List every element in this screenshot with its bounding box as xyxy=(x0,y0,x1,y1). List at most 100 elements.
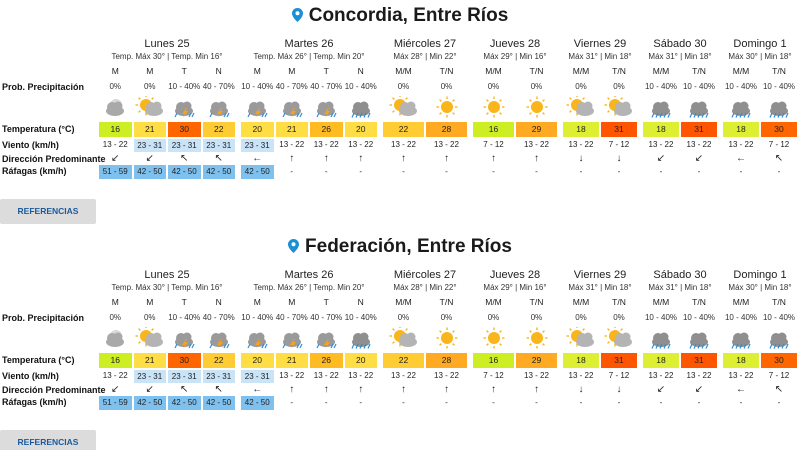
sun-icon xyxy=(479,96,509,118)
day-temp-range: Máx 29° | Min 16° xyxy=(483,52,547,61)
row-label-temp: Temperatura (°C) xyxy=(2,124,75,134)
period-label: T xyxy=(323,297,329,307)
precip-probability: 10 - 40% xyxy=(762,313,796,322)
period-label: M xyxy=(111,297,119,307)
wind-gust: - xyxy=(659,167,663,176)
cloud-sun-icon xyxy=(389,325,419,349)
wind-direction-arrow-icon: ← xyxy=(736,384,746,395)
day-column: Domingo 1 Máx 30° | Min 18° M/M 10 - 40% 18 1… xyxy=(720,231,800,450)
precip-probability: 0% xyxy=(530,82,543,91)
day-name: Lunes 25 xyxy=(144,38,190,50)
cloud-sun-icon xyxy=(604,94,634,118)
precip-probability: 40 - 70% xyxy=(310,82,343,91)
period-column: M 40 - 70% 21 13 - 22 ↑ - xyxy=(275,231,310,450)
precip-probability: 0% xyxy=(440,82,453,91)
period-label: M xyxy=(111,66,119,76)
day-temp-range: Temp. Máx 30° | Temp. Min 16° xyxy=(111,52,223,61)
wind-gust: - xyxy=(697,167,701,176)
period-column: T 40 - 70% 26 13 - 22 ↑ - xyxy=(309,231,344,450)
wind-speed: 23 - 31 xyxy=(241,370,274,383)
references-button[interactable]: REFERENCIAS xyxy=(0,199,96,224)
storm-icon xyxy=(204,96,234,118)
period-column: M/M 0% 22 13 - 22 ↑ - xyxy=(382,231,425,450)
temperature-cell: 22 xyxy=(202,122,235,137)
day-name: Sábado 30 xyxy=(653,269,707,281)
period-column: M 10 - 40% 20 23 - 31 ← 42 - 50 xyxy=(240,231,275,450)
storm-icon xyxy=(277,327,307,349)
temperature-cell: 29 xyxy=(516,122,557,137)
temperature-cell: 26 xyxy=(310,122,343,137)
precip-probability: 40 - 70% xyxy=(310,313,343,322)
wind-speed: 23 - 31 xyxy=(133,370,166,383)
period-label: T/N xyxy=(772,66,786,76)
wind-direction-arrow-icon: ↙ xyxy=(694,153,704,164)
row-label-wind: Viento (km/h) xyxy=(2,371,59,381)
wind-speed: 23 - 31 xyxy=(202,370,235,383)
period-label: M/M xyxy=(652,66,670,76)
day-name: Miércoles 27 xyxy=(393,269,457,281)
references-button[interactable]: REFERENCIAS xyxy=(0,430,96,450)
wind-speed: 13 - 22 xyxy=(279,140,305,149)
wind-speed: 13 - 22 xyxy=(348,140,374,149)
period-column: T/N 0% 28 13 - 22 ↑ - xyxy=(425,0,468,219)
precip-probability: 10 - 40% xyxy=(682,82,716,91)
precip-probability: 0% xyxy=(613,313,625,322)
day-column: Martes 26 Temp. Máx 26° | Temp. Min 20° M 1… xyxy=(238,231,380,450)
period-label: M/M xyxy=(732,297,750,307)
location-pin-icon xyxy=(288,239,300,253)
wind-direction-arrow-icon: ↙ xyxy=(111,384,120,395)
period-label: N xyxy=(357,297,364,307)
period-label: T/N xyxy=(612,297,626,307)
wind-speed: 13 - 22 xyxy=(524,371,549,380)
period-column: M/M 10 - 40% 18 13 - 22 ↙ - xyxy=(642,231,680,450)
wind-direction-arrow-icon: ↑ xyxy=(401,384,406,395)
day-temp-range: Máx 28° | Min 22° xyxy=(393,52,457,61)
period-column: T/N 0% 29 13 - 22 ↑ - xyxy=(515,231,558,450)
storm-icon xyxy=(204,327,234,349)
storm-icon xyxy=(311,327,341,349)
precip-probability: 10 - 40% xyxy=(682,313,716,322)
precip-probability: 0% xyxy=(487,82,500,91)
temperature-cell: 30 xyxy=(168,353,201,368)
wind-gust: - xyxy=(697,398,701,407)
storm-icon xyxy=(311,96,341,118)
period-label: M/M xyxy=(395,297,412,307)
wind-direction-arrow-icon: ↓ xyxy=(616,153,622,164)
temperature-cell: 20 xyxy=(344,122,377,137)
precip-probability: 0% xyxy=(487,313,500,322)
precip-probability: 10 - 40% xyxy=(344,82,377,91)
wind-gust: 42 - 50 xyxy=(241,396,274,410)
period-column: T/N 10 - 40% 30 7 - 12 ↖ - xyxy=(760,0,798,219)
period-column: N 40 - 70% 22 23 - 31 ↖ 42 - 50 xyxy=(202,0,237,219)
temperature-cell: 28 xyxy=(426,122,467,137)
wind-gust: - xyxy=(402,398,405,407)
wind-direction-arrow-icon: ↑ xyxy=(289,384,295,395)
wind-gust: - xyxy=(324,167,328,176)
cloud-sun-icon xyxy=(135,325,165,349)
wind-speed: 23 - 31 xyxy=(133,139,166,152)
temperature-cell: 21 xyxy=(133,353,166,368)
day-column: Viernes 29 Máx 31° | Min 18° M/M 0% 18 13 - 2… xyxy=(560,0,640,219)
period-column: M/M 0% 18 13 - 22 ↓ - xyxy=(562,231,600,450)
day-name: Lunes 25 xyxy=(144,269,190,281)
wind-speed: 13 - 22 xyxy=(102,140,128,149)
wind-gust: - xyxy=(659,398,663,407)
temperature-cell: 30 xyxy=(168,122,201,137)
wind-speed: 13 - 22 xyxy=(391,140,416,149)
day-column: Viernes 29 Máx 31° | Min 18° M/M 0% 18 13 - 2… xyxy=(560,231,640,450)
precip-probability: 10 - 40% xyxy=(241,313,274,322)
wind-speed: 13 - 22 xyxy=(568,371,594,380)
wind-gust: - xyxy=(324,398,328,407)
period-column: N 40 - 70% 22 23 - 31 ↖ 42 - 50 xyxy=(202,231,237,450)
wind-direction-arrow-icon: ← xyxy=(252,384,263,395)
period-label: T xyxy=(181,297,187,307)
wind-direction-arrow-icon: ↙ xyxy=(111,153,120,164)
wind-speed: 23 - 31 xyxy=(168,370,201,383)
precip-probability: 40 - 70% xyxy=(275,82,308,91)
sun-icon xyxy=(432,327,462,349)
temperature-cell: 21 xyxy=(275,122,308,137)
rain-icon xyxy=(346,327,376,349)
storm-icon xyxy=(169,327,199,349)
wind-direction-arrow-icon: ↖ xyxy=(214,153,223,164)
wind-speed: 7 - 12 xyxy=(608,140,630,149)
